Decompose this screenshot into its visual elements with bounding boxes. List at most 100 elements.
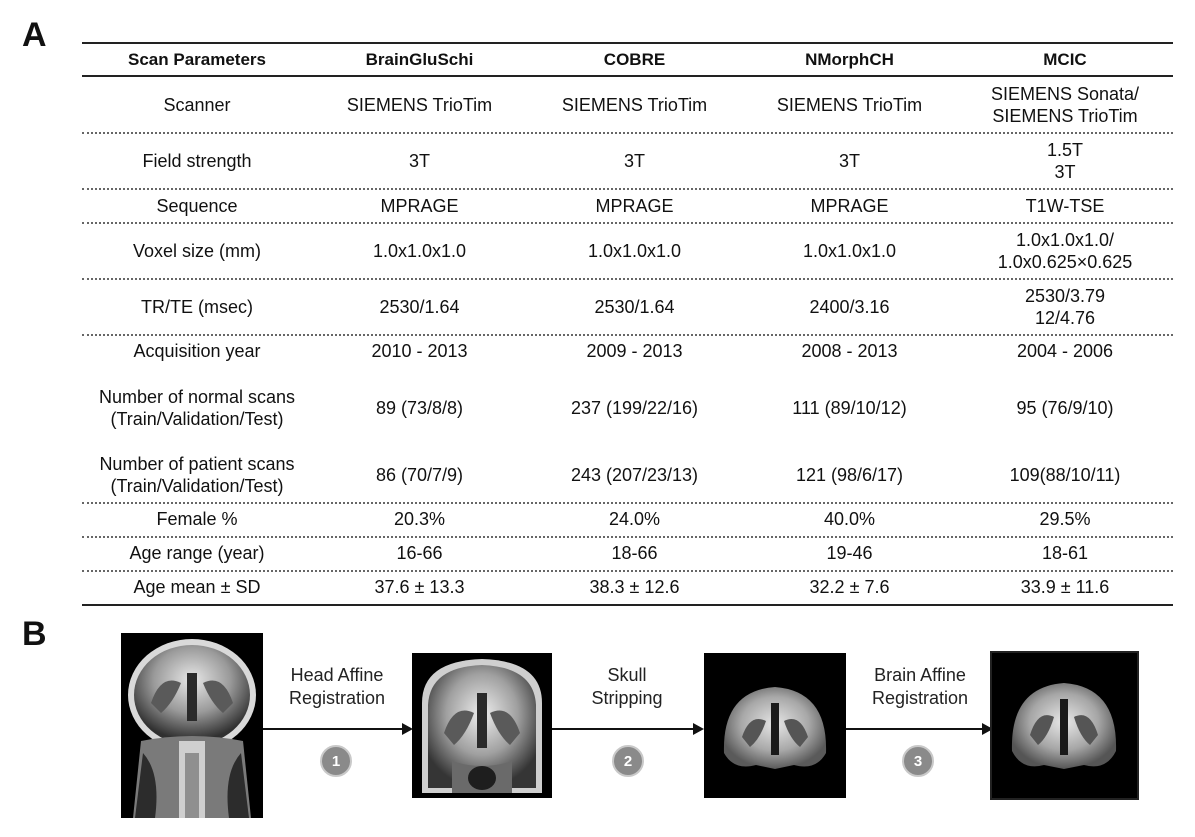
cell-mcic: 1.0x1.0x1.0/ 1.0x0.625×0.625 xyxy=(997,230,1133,272)
step-2-badge: 2 xyxy=(612,745,644,777)
row-divider xyxy=(82,222,1173,224)
cell-braingluschi: 16-66 xyxy=(396,543,443,563)
cell-nmorphch: 32.2 ± 7.6 xyxy=(809,577,890,597)
brain-registered-mri-image xyxy=(990,651,1139,800)
cell-braingluschi: SIEMENS TrioTim xyxy=(346,94,493,115)
cell-braingluschi: 20.3% xyxy=(393,509,446,529)
table-row: Age mean ± SD 37.6 ± 13.3 38.3 ± 12.6 32… xyxy=(82,572,1173,602)
table-row: Field strength 3T 3T 3T 1.5T 3T xyxy=(82,134,1173,188)
cell-nmorphch: 2008 - 2013 xyxy=(801,341,898,361)
row-divider xyxy=(82,570,1173,572)
cell-braingluschi: 86 (70/7/9) xyxy=(375,465,464,485)
table-row: Scanner SIEMENS TrioTim SIEMENS TrioTim … xyxy=(82,77,1173,132)
cell-cobre: 237 (199/22/16) xyxy=(570,398,699,418)
cell-nmorphch: 111 (89/10/12) xyxy=(792,398,907,418)
table-row: Female % 20.3% 24.0% 40.0% 29.5% xyxy=(82,504,1173,534)
header-braingluschi: BrainGluSchi xyxy=(365,50,474,69)
table-row: Acquisition year 2010 - 2013 2009 - 2013… xyxy=(82,336,1173,366)
header-scan-parameters: Scan Parameters xyxy=(128,50,266,69)
cell-cobre: 1.0x1.0x1.0 xyxy=(587,241,682,261)
row-label: Scanner xyxy=(163,94,231,115)
skull-stripped-mri-image xyxy=(704,653,846,798)
cell-mcic: 1.5T 3T xyxy=(1046,140,1084,182)
step-1-label: Head Affine Registration xyxy=(288,665,386,708)
table-row: Number of patient scans (Train/Validatio… xyxy=(82,450,1173,500)
step-1-arrowhead xyxy=(402,723,413,735)
row-divider xyxy=(82,334,1173,336)
cell-mcic: 95 (76/9/10) xyxy=(1016,398,1114,418)
cell-cobre: 18-66 xyxy=(611,543,658,563)
row-label: Acquisition year xyxy=(133,341,261,361)
cell-mcic: T1W-TSE xyxy=(1025,196,1105,216)
row-label: Sequence xyxy=(156,196,238,216)
header-cobre: COBRE xyxy=(603,50,666,69)
step-2-arrow xyxy=(552,728,695,730)
cell-nmorphch: 2400/3.16 xyxy=(809,297,890,317)
cell-cobre: 38.3 ± 12.6 xyxy=(589,577,680,597)
row-label: Number of normal scans (Train/Validation… xyxy=(98,387,296,429)
cell-mcic: 2004 - 2006 xyxy=(1016,341,1114,361)
step-3-badge: 3 xyxy=(902,745,934,777)
step-1-arrow xyxy=(263,728,404,730)
row-label: TR/TE (msec) xyxy=(141,297,253,317)
header-rule xyxy=(82,75,1173,77)
cell-nmorphch: 121 (98/6/17) xyxy=(795,465,904,485)
cell-mcic: 33.9 ± 11.6 xyxy=(1020,577,1110,597)
cell-cobre: 2530/1.64 xyxy=(594,297,675,317)
row-label: Number of patient scans (Train/Validatio… xyxy=(99,454,295,496)
cell-mcic: SIEMENS Sonata/ SIEMENS TrioTim xyxy=(990,83,1140,126)
table-row: Sequence MPRAGE MPRAGE MPRAGE T1W-TSE xyxy=(82,190,1173,222)
header-nmorphch: NMorphCH xyxy=(805,50,894,69)
step-1-badge: 1 xyxy=(320,745,352,777)
panel-label-a: A xyxy=(22,16,47,54)
row-label: Field strength xyxy=(142,151,252,171)
cell-cobre: 243 (207/23/13) xyxy=(570,465,699,485)
row-label: Age mean ± SD xyxy=(133,577,261,597)
cell-cobre: SIEMENS TrioTim xyxy=(561,94,708,115)
cell-braingluschi: 37.6 ± 13.3 xyxy=(374,577,465,597)
step-3-label: Brain Affine Registration xyxy=(871,665,969,708)
step-2-label: Skull Stripping xyxy=(591,665,663,708)
cell-braingluschi: 89 (73/8/8) xyxy=(375,398,464,418)
cell-mcic: 2530/3.79 12/4.76 xyxy=(1024,286,1106,328)
row-divider xyxy=(82,132,1173,134)
table-row: Number of normal scans (Train/Validation… xyxy=(82,372,1173,444)
table-bottom-rule xyxy=(82,604,1173,606)
step-3-arrowhead xyxy=(982,723,993,735)
table-row: TR/TE (msec) 2530/1.64 2530/1.64 2400/3.… xyxy=(82,280,1173,334)
cell-nmorphch: 40.0% xyxy=(823,509,876,529)
row-divider xyxy=(82,278,1173,280)
row-label: Female % xyxy=(156,509,238,529)
panel-label-b: B xyxy=(22,615,47,653)
cell-nmorphch: SIEMENS TrioTim xyxy=(776,94,923,115)
cell-nmorphch: 3T xyxy=(838,151,860,171)
row-divider xyxy=(82,536,1173,538)
table-header-row: Scan Parameters BrainGluSchi COBRE NMorp… xyxy=(82,44,1173,76)
row-divider xyxy=(82,502,1173,504)
row-label: Voxel size (mm) xyxy=(132,241,262,261)
table-row: Voxel size (mm) 1.0x1.0x1.0 1.0x1.0x1.0 … xyxy=(82,224,1173,278)
cell-nmorphch: MPRAGE xyxy=(810,196,889,216)
cell-nmorphch: 1.0x1.0x1.0 xyxy=(802,241,897,261)
table-row: Age range (year) 16-66 18-66 19-46 18-61 xyxy=(82,538,1173,568)
table-top-rule xyxy=(82,42,1173,44)
cell-mcic: 109(88/10/11) xyxy=(1009,465,1121,485)
row-label: Age range (year) xyxy=(129,543,265,563)
cell-braingluschi: MPRAGE xyxy=(380,196,459,216)
cell-cobre: MPRAGE xyxy=(595,196,674,216)
header-mcic: MCIC xyxy=(1043,50,1087,69)
cell-braingluschi: 2530/1.64 xyxy=(379,297,460,317)
step-2-arrowhead xyxy=(693,723,704,735)
raw-head-mri-image xyxy=(121,633,263,818)
cell-braingluschi: 1.0x1.0x1.0 xyxy=(372,241,467,261)
step-3-arrow xyxy=(846,728,984,730)
cell-braingluschi: 2010 - 2013 xyxy=(371,341,468,361)
cell-nmorphch: 19-46 xyxy=(826,543,873,563)
row-divider xyxy=(82,188,1173,190)
cell-mcic: 18-61 xyxy=(1041,543,1089,563)
cell-cobre: 24.0% xyxy=(608,509,661,529)
head-registered-mri-image xyxy=(412,653,552,798)
cell-cobre: 2009 - 2013 xyxy=(586,341,683,361)
cell-mcic: 29.5% xyxy=(1039,509,1091,529)
cell-cobre: 3T xyxy=(623,151,645,171)
